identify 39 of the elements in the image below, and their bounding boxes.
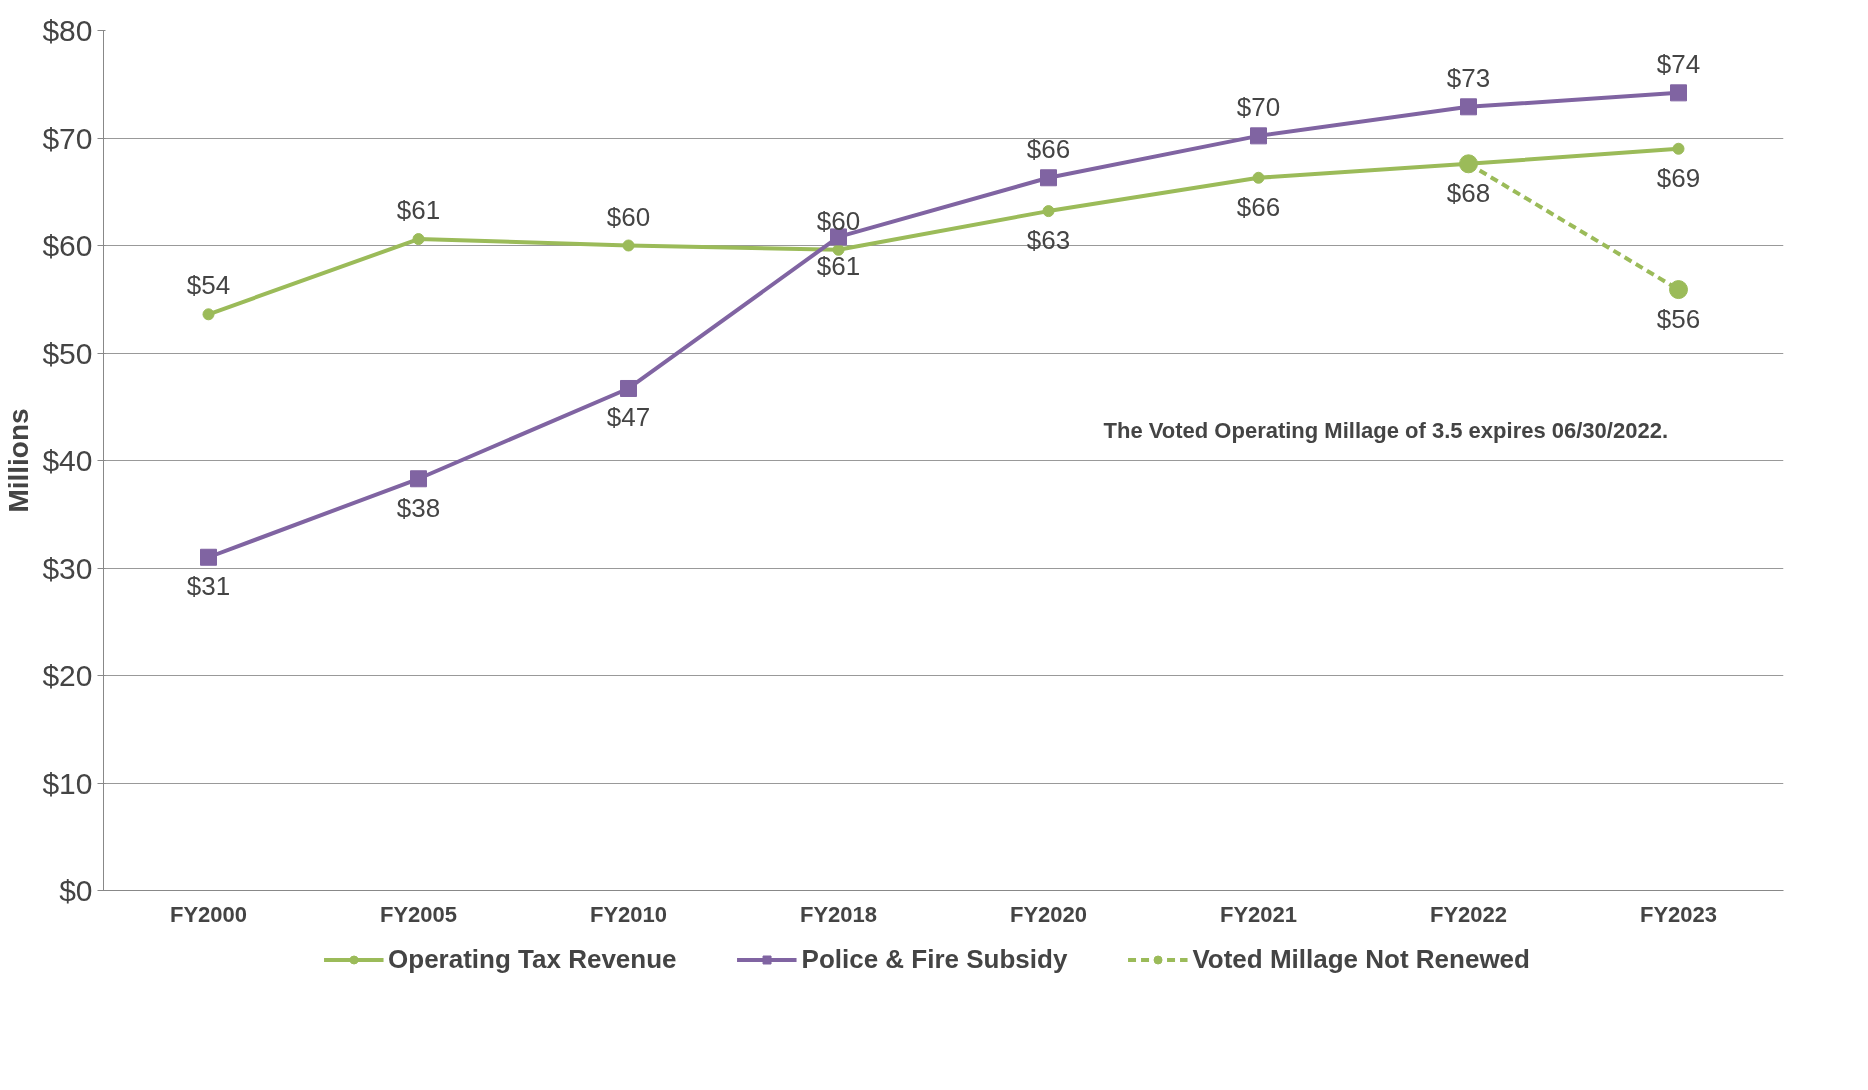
x-tick-label: FY2018 (799, 901, 878, 927)
data-label: $31 (186, 571, 231, 602)
y-tick-label: $70 (42, 121, 93, 155)
data-label: $61 (396, 195, 441, 226)
data-label: $38 (396, 492, 441, 523)
data-label: $54 (186, 270, 231, 301)
data-label: $56 (1656, 303, 1701, 334)
y-tick-label: $10 (42, 766, 93, 800)
legend-label: Operating Tax Revenue (388, 943, 677, 975)
x-tick-label: FY2023 (1639, 901, 1718, 927)
x-tick-label: FY2021 (1219, 901, 1298, 927)
y-tick-label: $50 (42, 336, 93, 370)
data-label: $70 (1236, 91, 1281, 122)
data-label: $47 (606, 402, 651, 433)
y-tick-label: $0 (59, 874, 93, 907)
y-tick-label: $30 (42, 551, 93, 585)
data-label: $60 (606, 201, 651, 232)
x-tick-label: FY2000 (169, 901, 248, 927)
data-label: $66 (1026, 133, 1071, 164)
x-tick-label: FY2010 (589, 901, 668, 927)
data-label: $60 (816, 205, 861, 236)
legend-label: Voted Millage Not Renewed (1192, 943, 1530, 975)
y-tick-label: $40 (42, 444, 93, 477)
data-label: $63 (1026, 225, 1071, 256)
data-label: $69 (1656, 162, 1701, 193)
data-label: $66 (1236, 191, 1281, 222)
data-label: $74 (1656, 48, 1701, 79)
y-tick-label: $80 (42, 14, 93, 47)
data-label: $61 (816, 250, 861, 281)
x-tick-label: FY2005 (379, 901, 458, 927)
annotation: The Voted Operating Millage of 3.5 expires 06/30/2022. (1103, 418, 1669, 444)
x-tick-label: FY2022 (1429, 901, 1508, 927)
y-tick-label: $60 (42, 229, 93, 262)
y-axis-title: Millions (3, 408, 35, 513)
x-tick-label: FY2020 (1009, 901, 1088, 927)
data-label: $73 (1446, 62, 1491, 93)
y-tick-label: $20 (42, 659, 93, 692)
legend-label: Police & Fire Subsidy (801, 943, 1068, 975)
data-label: $68 (1446, 177, 1491, 208)
